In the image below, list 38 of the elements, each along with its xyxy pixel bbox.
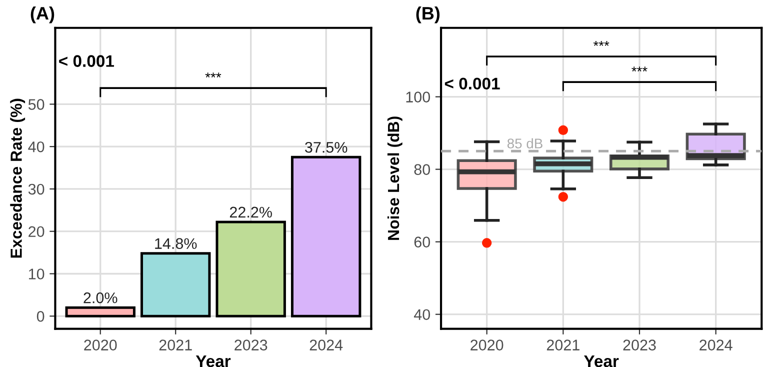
y-tick-label: 50	[28, 99, 44, 110]
data-label: 37.5%	[305, 142, 348, 153]
data-label: 14.8%	[155, 238, 197, 249]
y-tick-label: 30	[28, 184, 44, 195]
bar	[65, 306, 136, 318]
y-tick-label: 20	[28, 226, 44, 238]
y-tick-label: 100	[406, 92, 430, 102]
bar	[216, 220, 286, 318]
y-tick-label: 60	[414, 236, 430, 248]
x-tick-label: 2021	[546, 340, 580, 350]
bar	[140, 252, 211, 318]
y-tick-label: 40	[414, 309, 430, 320]
x-tick-label: 2021	[159, 340, 192, 350]
x-tick-label: 2024	[310, 340, 343, 350]
x-axis-title: Year	[584, 355, 619, 367]
x-tick-label: 2023	[234, 340, 268, 350]
x-tick-label: 2024	[700, 340, 732, 350]
y-tick-label: 80	[414, 164, 430, 175]
bar	[290, 156, 362, 318]
chart-title: (A)	[30, 6, 54, 24]
annotation: ***	[632, 66, 648, 72]
y-tick-label: 10	[28, 268, 44, 280]
data-label: 22.2%	[230, 206, 272, 218]
annotation: ***	[205, 72, 222, 78]
y-axis-title: Exceedance Rate (%)	[10, 98, 26, 258]
annotation: < 0.001	[444, 78, 500, 90]
y-axis-title: Noise Level (dB)	[387, 116, 402, 240]
y-tick-label: 40	[28, 141, 44, 152]
chart-title: (B)	[416, 6, 440, 24]
x-tick-label: 2020	[84, 340, 117, 350]
x-axis-title: Year	[196, 355, 231, 367]
annotation: ***	[593, 41, 610, 46]
annotation: < 0.001	[59, 55, 114, 67]
x-tick-label: 2023	[623, 340, 656, 350]
data-label: 2.0%	[84, 292, 118, 304]
x-tick-label: 2020	[470, 340, 504, 350]
y-tick-label: 0	[36, 310, 44, 322]
ref-line-label: 85 dB	[507, 138, 542, 148]
